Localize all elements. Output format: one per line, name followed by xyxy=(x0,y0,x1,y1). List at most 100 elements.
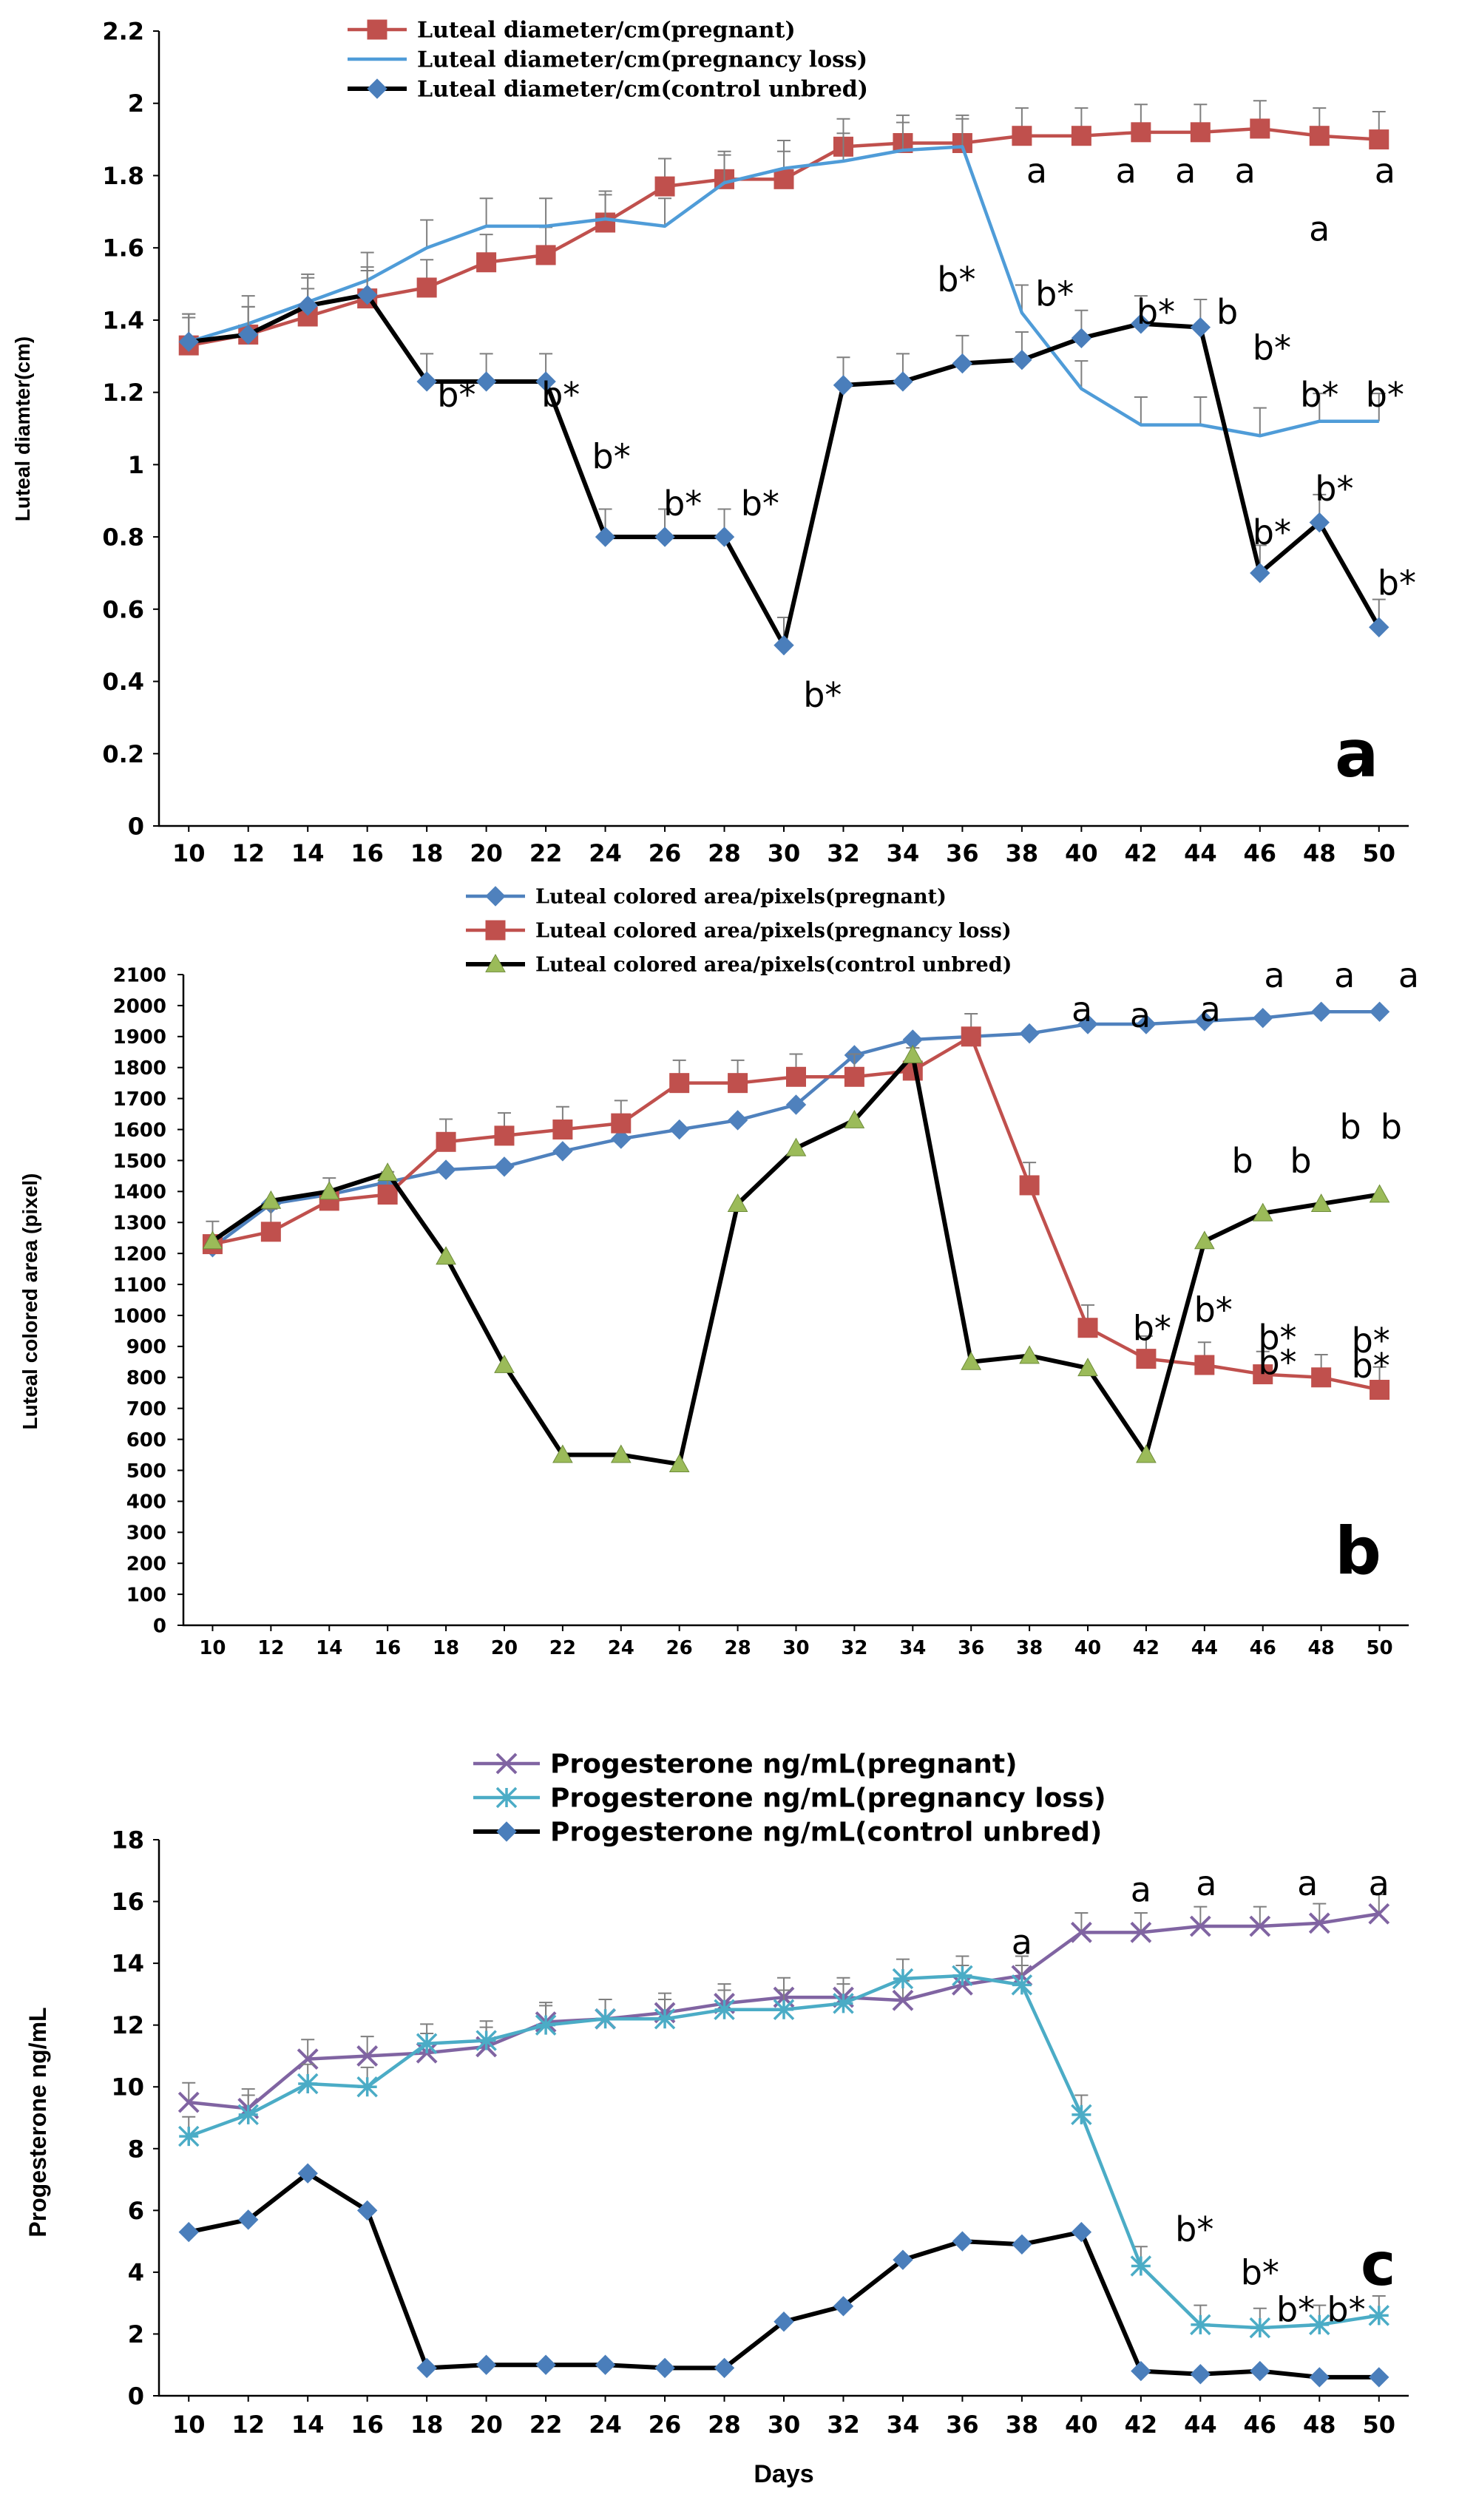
error-bar xyxy=(1253,407,1267,436)
significance-label: a xyxy=(1297,1863,1318,1903)
data-point xyxy=(893,371,913,392)
y-tick-label: 1900 xyxy=(113,1026,166,1049)
significance-label: b* xyxy=(741,484,779,524)
data-point xyxy=(238,324,259,345)
panel-letter: c xyxy=(1361,2230,1395,2299)
legend-item-3: Luteal diameter/cm(control unbred) xyxy=(348,77,868,103)
x-tick-label: 10 xyxy=(172,839,206,867)
significance-label: a xyxy=(1235,151,1256,191)
legend-label: Progesterone ng/mL(control unbred) xyxy=(550,1818,1102,1848)
data-point xyxy=(1071,2221,1092,2243)
data-point xyxy=(833,375,854,396)
y-tick-label: 500 xyxy=(126,1460,166,1483)
y-tick-label: 1.2 xyxy=(102,379,144,407)
data-point xyxy=(654,2008,676,2030)
legend-item-1: Luteal colored area/pixels(pregnant) xyxy=(466,885,947,908)
x-tick-label: 44 xyxy=(1191,1637,1218,1659)
data-point xyxy=(535,245,556,265)
significance-label: b* xyxy=(1241,2253,1279,2293)
error-bar xyxy=(658,197,672,226)
significance-label: b* xyxy=(803,675,842,715)
data-point xyxy=(1012,2234,1032,2255)
error-bar xyxy=(1074,1912,1089,1933)
x-tick-label: 14 xyxy=(316,1637,342,1659)
data-point xyxy=(475,371,497,392)
x-tick-label: 26 xyxy=(649,839,682,867)
legend-item-2: Luteal colored area/pixels(pregnancy los… xyxy=(466,919,1012,942)
data-point xyxy=(833,2296,854,2317)
legend-label: Progesterone ng/mL(pregnancy loss) xyxy=(550,1784,1106,1814)
y-tick-label: 18 xyxy=(111,1826,144,1855)
y-tick-label: 1.8 xyxy=(102,162,144,190)
x-tick-label: 48 xyxy=(1308,1637,1335,1659)
significance-label: a xyxy=(1196,1863,1216,1903)
data-point xyxy=(893,2249,913,2270)
data-point xyxy=(1309,126,1330,146)
data-point xyxy=(844,1109,865,1128)
x-tick-label: 18 xyxy=(410,2411,444,2439)
data-point xyxy=(1311,1367,1332,1388)
x-tick-label: 36 xyxy=(946,839,979,867)
legend-item-2: Luteal diameter/cm(pregnancy loss) xyxy=(348,47,867,73)
x-tick-label: 50 xyxy=(1362,2411,1395,2439)
y-tick-label: 6 xyxy=(128,2197,144,2225)
x-tick-label: 34 xyxy=(899,1637,926,1659)
error-bar xyxy=(1194,396,1208,425)
y-tick-label: 4 xyxy=(128,2258,144,2286)
y-tick-label: 2100 xyxy=(113,964,166,986)
series-1 xyxy=(178,100,1389,356)
series-line xyxy=(211,1034,1381,1392)
data-point xyxy=(714,1999,735,2021)
data-point xyxy=(654,2357,675,2379)
data-point xyxy=(952,1965,973,1987)
data-point xyxy=(494,1354,515,1373)
significance-label: b xyxy=(1216,292,1238,332)
x-tick-label: 34 xyxy=(887,2411,920,2439)
data-point xyxy=(833,1993,854,2014)
x-tick-label: 38 xyxy=(1016,1637,1043,1659)
data-point xyxy=(416,2357,437,2379)
series-2 xyxy=(202,1013,1390,1400)
x-tick-label: 42 xyxy=(1125,2411,1158,2439)
x-tick-label: 16 xyxy=(351,839,384,867)
data-point xyxy=(1131,122,1151,143)
legend-item-2: Progesterone ng/mL(pregnancy loss) xyxy=(473,1784,1106,1814)
x-tick-label: 48 xyxy=(1303,839,1336,867)
data-point xyxy=(1136,1349,1157,1369)
data-point xyxy=(1077,1318,1098,1338)
y-tick-label: 1300 xyxy=(113,1213,166,1235)
error-bar xyxy=(539,197,553,226)
legend-marker xyxy=(367,19,387,40)
error-bar xyxy=(598,190,612,220)
x-tick-label: 22 xyxy=(529,2411,563,2439)
x-axis-title: Days xyxy=(754,2460,813,2488)
y-tick-label: 0.4 xyxy=(102,668,144,696)
x-tick-label: 44 xyxy=(1184,2411,1217,2439)
x-tick-label: 42 xyxy=(1125,839,1158,867)
y-tick-label: 2.2 xyxy=(102,18,144,46)
legend-item-1: Progesterone ng/mL(pregnant) xyxy=(473,1750,1018,1780)
legend-item-3: Progesterone ng/mL(control unbred) xyxy=(473,1818,1102,1848)
data-point xyxy=(714,2357,735,2379)
significance-label: b* xyxy=(1175,2209,1213,2249)
data-point xyxy=(595,526,616,547)
data-point xyxy=(494,1156,515,1177)
significance-label: b xyxy=(1381,1107,1402,1147)
data-point xyxy=(1369,129,1389,150)
data-point xyxy=(319,1181,340,1200)
significance-label: b* xyxy=(663,484,702,524)
data-point xyxy=(785,1137,807,1156)
significance-label: a xyxy=(1026,151,1047,191)
data-point xyxy=(595,2354,616,2375)
data-point xyxy=(1249,2317,1271,2339)
data-point xyxy=(377,1162,399,1182)
data-point xyxy=(436,1246,456,1265)
data-point xyxy=(786,1066,806,1087)
data-point xyxy=(727,1110,748,1131)
panel-a-luteal-diameter: 0 0.2 0.4 0.6 0.8 1 1.2 1.4 1.6 1.8 2 2.2 10 12 14 16 18… xyxy=(11,18,1416,868)
x-tick-label: 32 xyxy=(827,839,860,867)
x-tick-label: 38 xyxy=(1006,2411,1039,2439)
x-tick-label: 28 xyxy=(708,839,741,867)
